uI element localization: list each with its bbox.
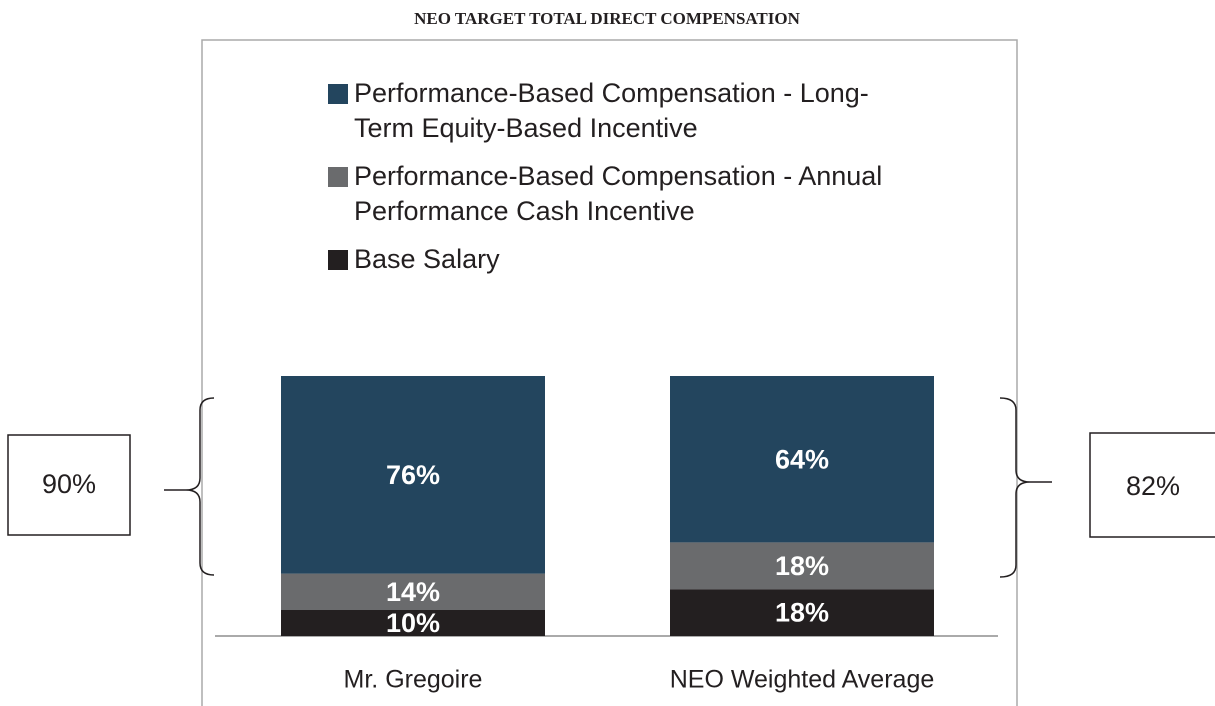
legend-swatch: [328, 250, 348, 270]
data-label: 18%: [775, 598, 829, 628]
bar-segment: [281, 610, 545, 636]
x-tick-label: Mr. Gregoire: [344, 666, 483, 694]
bar-segment: [670, 542, 934, 590]
legend: Performance-Based Compensation - Long-Te…: [328, 76, 928, 290]
data-label: 64%: [775, 444, 829, 474]
annotation: 90%: [42, 469, 96, 499]
legend-item: Performance-Based Compensation - Long-Te…: [328, 76, 928, 146]
bar-segment: [281, 376, 545, 574]
x-tick-label: NEO Weighted Average: [670, 666, 935, 694]
data-label: 14%: [386, 577, 440, 607]
legend-item: Base Salary: [328, 242, 928, 277]
annotation: 82%: [1126, 471, 1180, 501]
brace: [999, 397, 1052, 578]
annotation-box: [7, 434, 131, 536]
legend-item: Performance-Based Compensation - Annual …: [328, 159, 928, 229]
legend-label: Performance-Based Compensation - Annual …: [354, 161, 883, 226]
brace: [164, 397, 215, 576]
plot-frame: [201, 39, 1018, 706]
legend-swatch: [328, 84, 348, 104]
data-label: 18%: [775, 551, 829, 581]
bar-segment: [281, 573, 545, 610]
annotation-box: [1089, 432, 1215, 538]
data-label: 76%: [386, 460, 440, 490]
bar-segment: [670, 376, 934, 543]
legend-label: Performance-Based Compensation - Long-Te…: [354, 78, 869, 143]
legend-swatch: [328, 167, 348, 187]
data-label: 10%: [386, 608, 440, 638]
legend-label: Base Salary: [354, 244, 500, 274]
chart-title: NEO TARGET TOTAL DIRECT COMPENSATION: [414, 9, 800, 28]
bar-segment: [670, 589, 934, 636]
